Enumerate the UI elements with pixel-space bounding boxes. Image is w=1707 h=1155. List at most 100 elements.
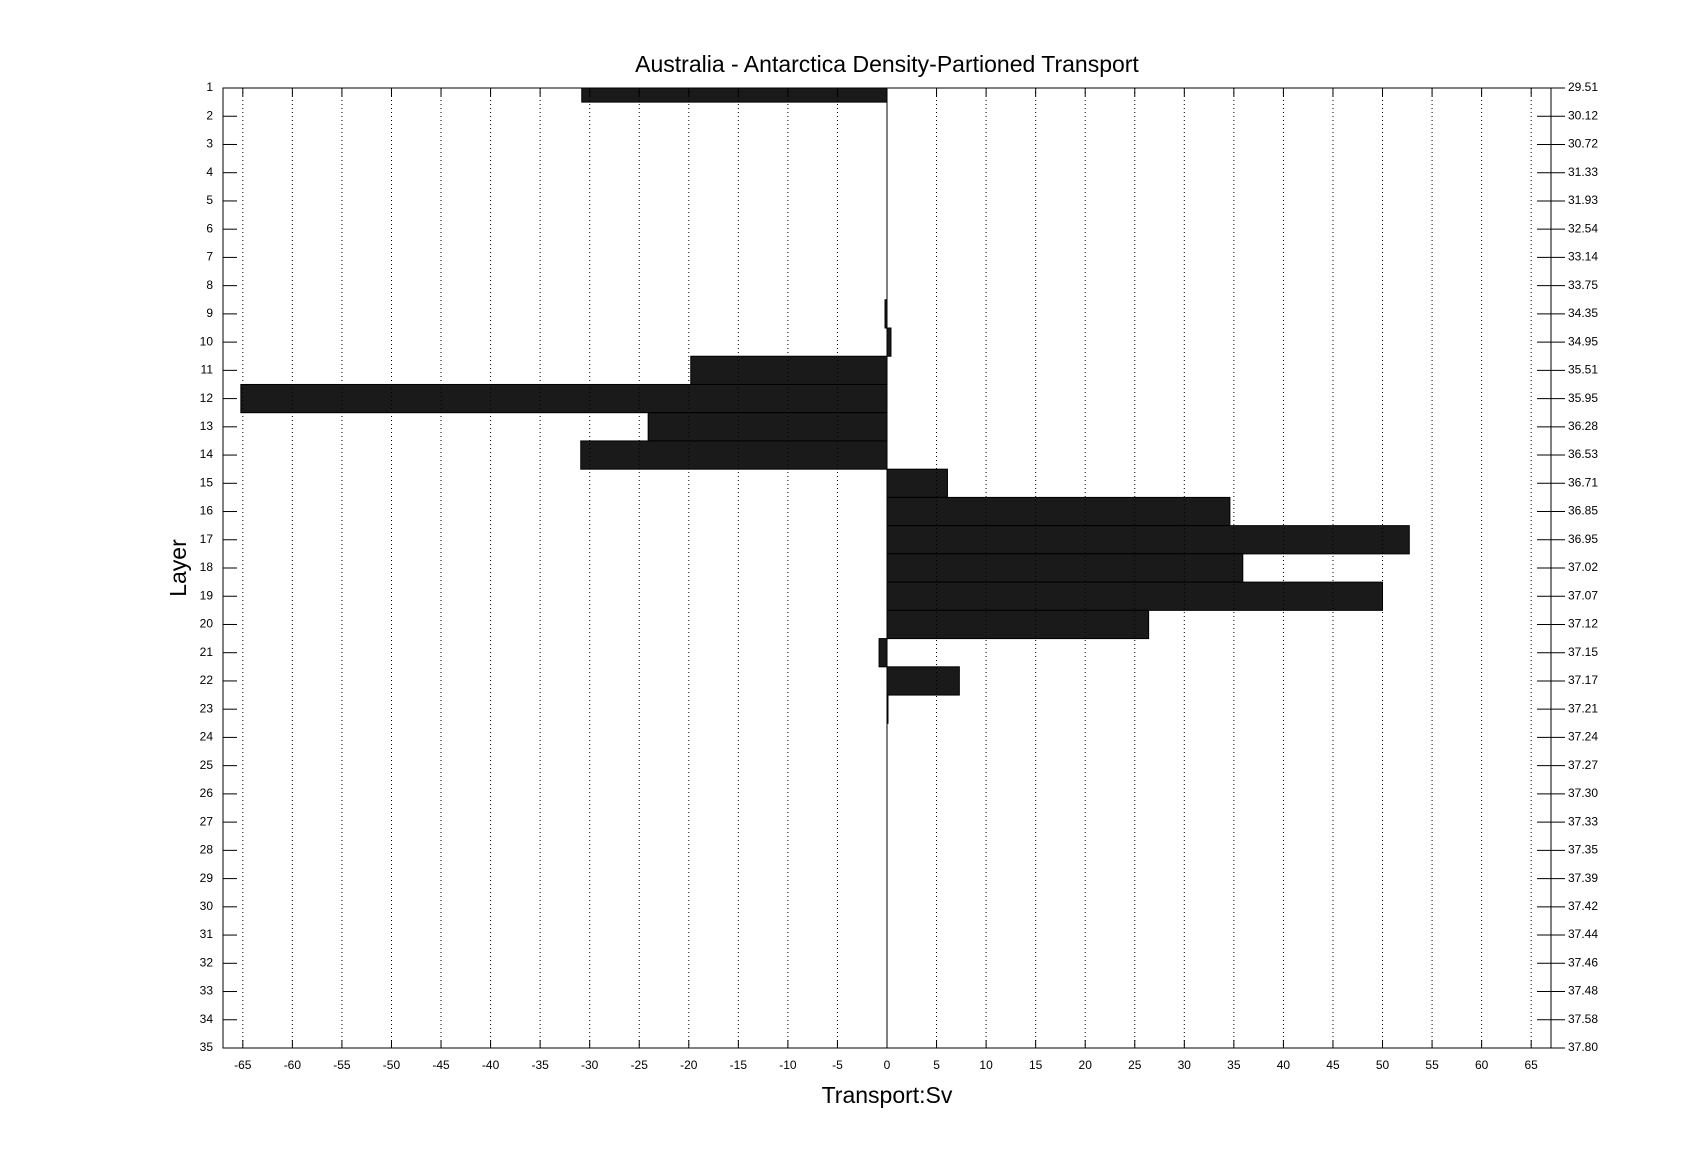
plot-area <box>240 88 1410 724</box>
x-tick-label: -15 <box>730 1058 748 1072</box>
y-tick-label: 1 <box>206 80 213 94</box>
x-tick-label: -55 <box>333 1058 351 1072</box>
y-tick-label: 3 <box>206 137 213 151</box>
y2-tick-label: 29.51 <box>1568 80 1598 94</box>
y-axis-label: Layer <box>165 539 191 597</box>
y2-tick-label: 32.54 <box>1568 221 1598 235</box>
x-tick-label: 0 <box>884 1058 891 1072</box>
bar <box>647 412 888 442</box>
x-tick-label: 60 <box>1475 1058 1489 1072</box>
x-tick-label: 20 <box>1079 1058 1093 1072</box>
y2-tick-label: 30.72 <box>1568 137 1598 151</box>
y2-tick-label: 36.28 <box>1568 419 1598 433</box>
y2-tick-label: 37.21 <box>1568 701 1598 715</box>
y-tick-label: 26 <box>200 786 214 800</box>
x-tick-label: -60 <box>284 1058 302 1072</box>
x-tick-label: -65 <box>234 1058 252 1072</box>
y-tick-label: 5 <box>206 193 213 207</box>
y-tick-label: 18 <box>200 560 214 574</box>
y2-tick-label: 37.42 <box>1568 899 1598 913</box>
y2-tick-label: 30.12 <box>1568 108 1598 122</box>
y-tick-label: 28 <box>200 843 214 857</box>
y2-tick-label: 36.85 <box>1568 504 1598 518</box>
x-tick-label: 50 <box>1376 1058 1390 1072</box>
y-tick-label: 2 <box>206 108 213 122</box>
y2-tick-label: 36.95 <box>1568 532 1598 546</box>
y2-tick-label: 33.14 <box>1568 250 1598 264</box>
y-tick-label: 29 <box>200 871 214 885</box>
y-tick-label: 21 <box>200 645 214 659</box>
y2-tick-label: 37.02 <box>1568 560 1598 574</box>
x-tick-label: -20 <box>680 1058 698 1072</box>
y2-tick-label: 37.12 <box>1568 617 1598 631</box>
y2-tick-label: 34.95 <box>1568 334 1598 348</box>
bar <box>886 468 948 498</box>
y-tick-label: 31 <box>200 927 214 941</box>
y2-tick-label: 36.71 <box>1568 475 1598 489</box>
y2-tick-label: 37.15 <box>1568 645 1598 659</box>
y-tick-label: 33 <box>200 984 214 998</box>
y2-tick-label: 37.80 <box>1568 1040 1598 1054</box>
y-tick-label: 13 <box>200 419 214 433</box>
y2-tick-label: 31.33 <box>1568 165 1598 179</box>
y-tick-label: 7 <box>206 250 213 264</box>
y2-tick-label: 37.30 <box>1568 786 1598 800</box>
x-tick-label: 35 <box>1227 1058 1241 1072</box>
x-tick-label: -10 <box>779 1058 797 1072</box>
y2-tick-label: 31.93 <box>1568 193 1598 207</box>
y2-tick-label: 37.33 <box>1568 814 1598 828</box>
y-tick-label: 17 <box>200 532 214 546</box>
x-tick-label: 40 <box>1277 1058 1291 1072</box>
x-tick-label: -50 <box>383 1058 401 1072</box>
chart-title: Australia - Antarctica Density-Partioned… <box>635 51 1139 77</box>
x-tick-label: 10 <box>979 1058 993 1072</box>
x-tick-label: 30 <box>1178 1058 1192 1072</box>
x-tick-label: -35 <box>531 1058 549 1072</box>
x-tick-label: 65 <box>1524 1058 1538 1072</box>
y2-tick-label: 37.44 <box>1568 927 1598 941</box>
x-axis-label: Transport:Sv <box>822 1082 953 1108</box>
y2-tick-label: 37.35 <box>1568 843 1598 857</box>
bar <box>886 496 1231 527</box>
x-tick-label: -30 <box>581 1058 599 1072</box>
y2-tick-label: 37.46 <box>1568 955 1598 969</box>
x-tick-label: -40 <box>482 1058 500 1072</box>
x-tick-label: 15 <box>1029 1058 1043 1072</box>
y2-tick-label: 36.53 <box>1568 447 1598 461</box>
y2-tick-label: 33.75 <box>1568 278 1598 292</box>
y-tick-label: 11 <box>201 363 214 377</box>
y-tick-label: 25 <box>200 758 214 772</box>
y-tick-label: 20 <box>200 617 214 631</box>
bar <box>690 355 888 385</box>
y2-tick-label: 37.07 <box>1568 588 1598 602</box>
y2-tick-label: 37.24 <box>1568 730 1598 744</box>
y-tick-label: 10 <box>200 334 214 348</box>
y2-tick-label: 35.95 <box>1568 391 1598 405</box>
x-tick-label: -25 <box>631 1058 649 1072</box>
y-tick-label: 16 <box>200 504 214 518</box>
y-tick-label: 4 <box>206 165 213 179</box>
y-tick-label: 14 <box>200 447 214 461</box>
bar <box>886 525 1410 555</box>
bar <box>878 638 888 668</box>
y2-tick-label: 37.39 <box>1568 871 1598 885</box>
x-tick-label: 5 <box>933 1058 940 1072</box>
y-tick-label: 23 <box>200 701 214 715</box>
y2-tick-label: 37.58 <box>1568 1012 1598 1026</box>
bar <box>886 327 892 357</box>
bar <box>240 383 888 414</box>
bar <box>580 440 888 470</box>
x-tick-label: 45 <box>1326 1058 1340 1072</box>
y-tick-label: 32 <box>200 955 214 969</box>
y-tick-label: 8 <box>206 278 213 292</box>
y-tick-label: 34 <box>200 1012 214 1026</box>
y-tick-label: 22 <box>200 673 214 687</box>
y-tick-label: 24 <box>200 730 214 744</box>
bar <box>886 666 960 696</box>
y-tick-label: 19 <box>200 588 214 602</box>
y2-tick-label: 34.35 <box>1568 306 1598 320</box>
y-tick-label: 15 <box>200 475 214 489</box>
y-tick-label: 12 <box>200 391 214 405</box>
